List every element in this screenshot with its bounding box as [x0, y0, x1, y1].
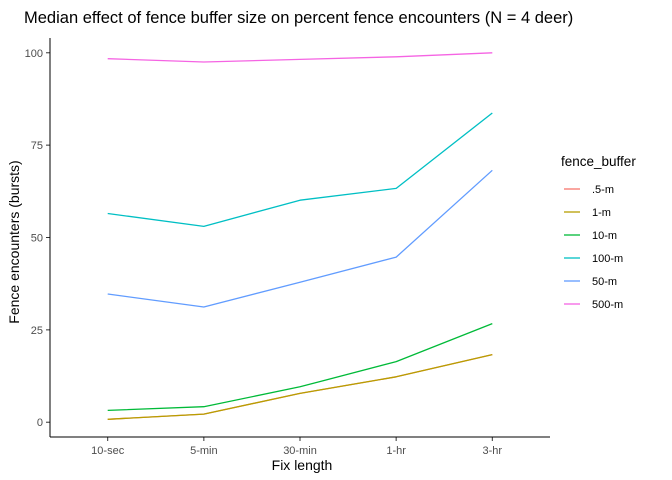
legend-label: 50-m	[592, 276, 617, 288]
x-tick-label: 1-hr	[386, 445, 406, 457]
chart-title: Median effect of fence buffer size on pe…	[24, 9, 573, 27]
series-line-10-m	[107, 322, 493, 412]
series-line-500-m	[107, 52, 493, 63]
x-tick-label: 30-min	[283, 445, 317, 457]
series-line-100-m	[107, 112, 493, 228]
legend-label: 1-m	[592, 207, 611, 219]
legend: fence_buffer .5-m 1-m 10-m 100-m 50-m 500-m	[561, 154, 636, 311]
x-tick-label: 10-sec	[91, 445, 125, 457]
x-tick-label: 3-hr	[483, 445, 503, 457]
y-tick-label: 50	[31, 233, 43, 245]
legend-label: .5-m	[592, 184, 614, 196]
legend-item-1-m: 1-m	[564, 207, 611, 219]
legend-item-100-m: 100-m	[564, 253, 623, 265]
x-tick-label: 5-min	[190, 445, 218, 457]
x-axis-ticks: 10-sec 5-min 30-min 1-hr 3-hr	[91, 437, 502, 457]
y-tick-label: 25	[31, 325, 43, 337]
legend-label: 100-m	[592, 253, 623, 265]
legend-item-50-m: 50-m	[564, 276, 617, 288]
y-tick-label: 100	[25, 48, 43, 60]
y-axis-ticks: 0 25 50 75 100	[25, 48, 50, 429]
series-line-50-m	[107, 169, 493, 308]
legend-item-point-5-m: .5-m	[564, 184, 614, 196]
legend-item-500-m: 500-m	[564, 299, 623, 311]
y-tick-label: 0	[37, 417, 43, 429]
y-tick-label: 75	[31, 140, 43, 152]
series-lines	[107, 52, 493, 420]
x-axis-title: Fix length	[272, 457, 333, 473]
y-axis-title: Fence encounters (bursts)	[6, 160, 22, 323]
series-line-1-m	[107, 353, 493, 420]
legend-label: 500-m	[592, 299, 623, 311]
legend-title: fence_buffer	[561, 154, 636, 169]
legend-item-10-m: 10-m	[564, 230, 617, 242]
legend-label: 10-m	[592, 230, 617, 242]
